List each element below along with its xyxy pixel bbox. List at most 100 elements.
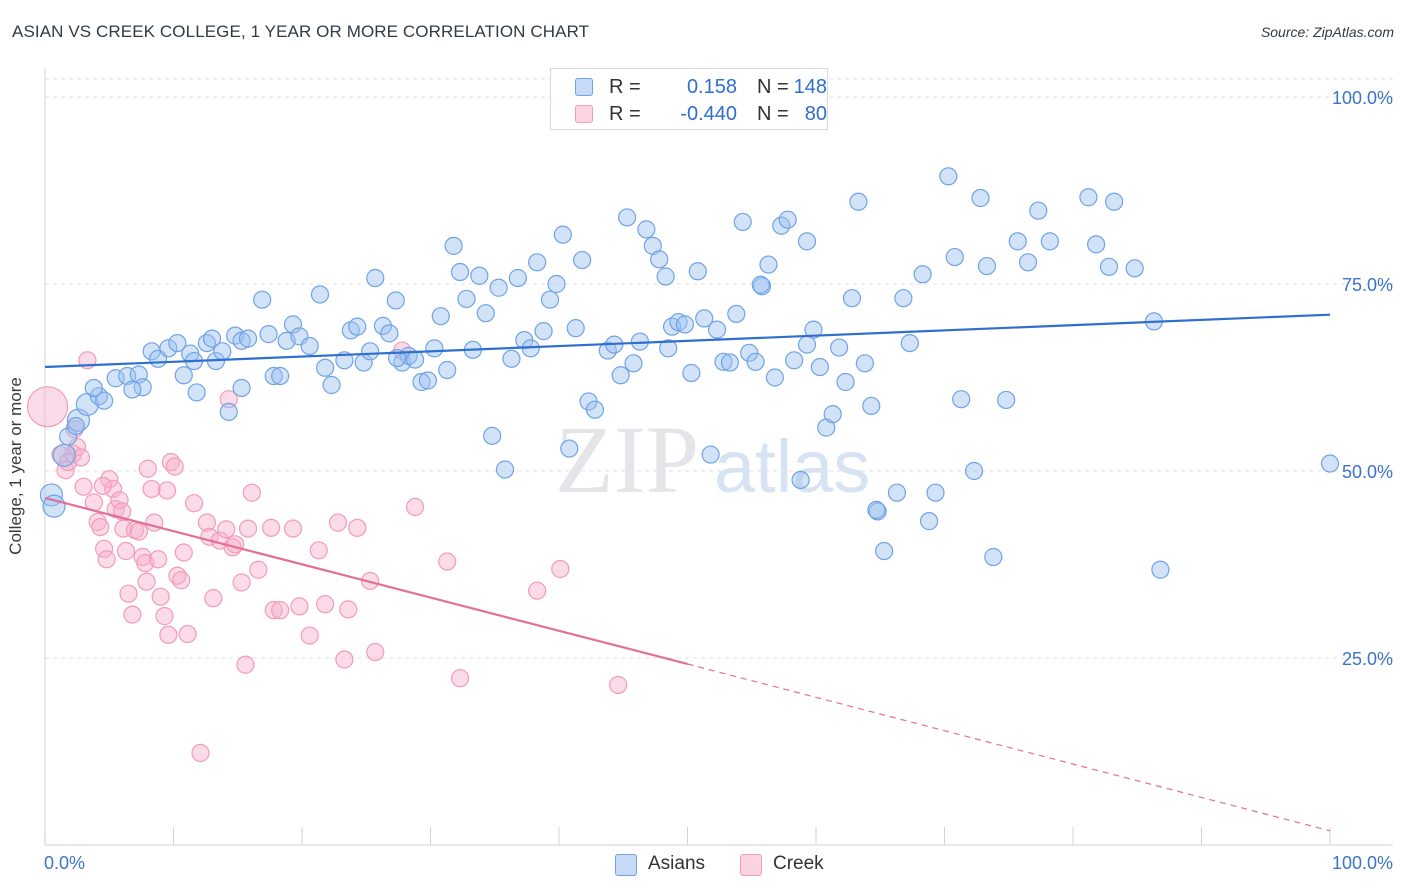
asians-point (997, 390, 1016, 410)
creek-point (178, 624, 197, 644)
creek-point (148, 550, 168, 569)
asians-point (656, 267, 675, 286)
asians-point (855, 354, 874, 373)
watermark-zip: ZIP (555, 406, 699, 513)
y-tick-label: 25.0% (1342, 649, 1393, 669)
asians-point (939, 167, 958, 186)
asians-point (585, 400, 605, 419)
creek-point (91, 517, 110, 537)
creek-point (174, 543, 193, 562)
n-label: N = (757, 76, 789, 98)
asians-legend-swatch-icon (615, 854, 637, 876)
asians-point (746, 352, 765, 371)
asians-point (830, 338, 849, 357)
series-legend: Asians Creek (0, 851, 1406, 877)
asians-point (316, 358, 335, 377)
creek-point (450, 669, 470, 688)
asians-point (405, 350, 425, 369)
creek-point (100, 470, 119, 489)
x-tick-label-min: 0.0% (44, 853, 85, 873)
asians-point (508, 268, 527, 288)
creek-point (159, 625, 178, 644)
asians-swatch-icon (575, 78, 593, 96)
asians-point (688, 262, 707, 281)
asians-point (867, 500, 886, 519)
asians-point (502, 349, 521, 368)
asians-point (849, 192, 868, 211)
asians-point (84, 378, 103, 398)
creek-point (68, 437, 87, 457)
asians-point (483, 426, 502, 445)
x-tick-label-max: 100.0% (1332, 853, 1393, 873)
asians-point (418, 371, 438, 390)
asians-point (573, 250, 592, 270)
watermark-atlas: atlas (714, 425, 870, 508)
chart-title: ASIAN VS CREEK COLLEGE, 1 YEAR OR MORE C… (12, 22, 590, 41)
asians-point (470, 266, 489, 285)
asians-point (785, 351, 804, 370)
n-label: N = (757, 103, 789, 125)
r-value: -0.440 (680, 103, 737, 125)
creek-swatch-icon (575, 105, 593, 123)
creek-point (184, 494, 204, 513)
creek-point (609, 675, 628, 695)
asians-point (778, 210, 797, 229)
asians-point (1018, 253, 1038, 272)
creek-point (249, 560, 268, 579)
n-value: 148 (793, 76, 827, 98)
creek-point (191, 743, 210, 763)
asians-point (300, 336, 319, 356)
asians-point (1040, 232, 1059, 251)
asians-point (450, 262, 470, 282)
asians-point (971, 188, 990, 208)
n-value: 80 (804, 103, 827, 125)
asians-point (810, 357, 829, 377)
creek-point (95, 539, 114, 558)
creek-legend-swatch-icon (740, 854, 762, 876)
asians-point (977, 256, 997, 276)
asians-point (540, 290, 560, 309)
asians-point (714, 352, 733, 371)
asians-point (373, 316, 393, 335)
asians-point (202, 329, 222, 348)
creek-point (219, 390, 238, 409)
asians-point (444, 236, 463, 255)
asians-point (964, 461, 984, 481)
asians-point (553, 225, 572, 244)
creek-point (339, 600, 358, 619)
asians-point (489, 278, 508, 297)
asians-point (438, 360, 457, 380)
asians-point (1151, 560, 1170, 579)
creek-point (328, 513, 348, 532)
r-label: R = (609, 76, 641, 98)
asians-point (618, 208, 637, 227)
asians-point (675, 315, 695, 334)
creek-point (366, 642, 385, 662)
y-tick-label: 100.0% (1332, 88, 1393, 108)
asians-point (106, 369, 125, 388)
creek-point (551, 559, 570, 579)
creek-point (300, 626, 319, 645)
stats-legend: R = 0.158 N = 148 R = -0.440 N = 80 (550, 68, 828, 130)
asians-point (836, 372, 855, 392)
asians-point (804, 320, 823, 339)
creek-point (110, 491, 129, 510)
creek-point (142, 479, 161, 499)
asians-point (361, 342, 380, 361)
asians-point (123, 380, 142, 399)
creek-point (438, 552, 457, 571)
asians-point (797, 232, 817, 251)
asians-point (823, 405, 842, 424)
asians-point (913, 265, 932, 284)
creek-point (157, 481, 177, 500)
watermark: ZIP atlas (555, 406, 870, 513)
asians-point (348, 317, 367, 336)
asians-trend-line (44, 313, 1331, 369)
asians-point (187, 383, 206, 402)
creek-point (97, 550, 116, 569)
asians-point (322, 375, 341, 395)
creek-point (238, 519, 258, 538)
creek-point (236, 655, 255, 674)
asians-point (159, 339, 178, 358)
